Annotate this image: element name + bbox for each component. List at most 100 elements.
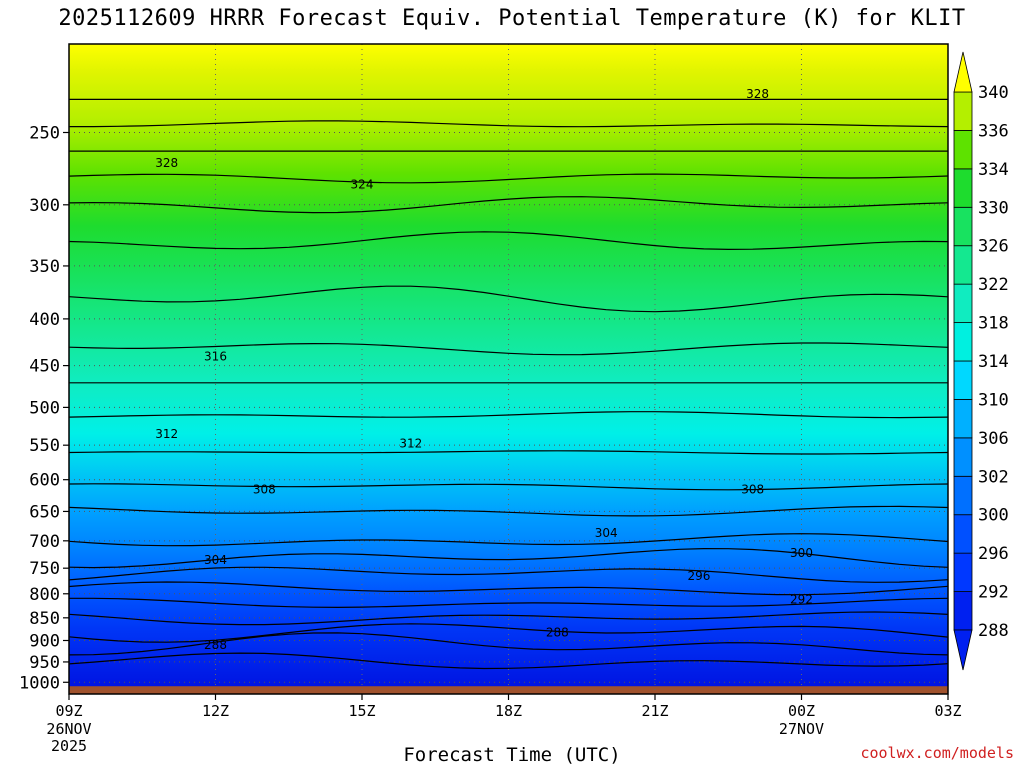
x-tick-label: 18Z (495, 702, 522, 720)
x-tick-sublabel: 2025 (51, 737, 87, 755)
contour-line (68, 581, 949, 596)
colorbar-label: 296 (978, 544, 1009, 564)
colorbar-label: 310 (978, 390, 1009, 410)
y-tick-labels: 2503003504004505005506006507007508008509… (19, 123, 69, 693)
colorbar-top-arrow (953, 51, 973, 93)
contour-label: 316 (204, 350, 227, 364)
y-tick-label: 400 (29, 310, 60, 330)
x-axis-label: Forecast Time (UTC) (403, 744, 621, 766)
contour-line (68, 342, 949, 356)
contour-label: 292 (790, 593, 813, 607)
colorbar-segment (953, 399, 973, 439)
y-tick-label: 600 (29, 471, 60, 491)
y-tick-label: 950 (29, 653, 60, 673)
y-tick-label: 250 (29, 123, 60, 143)
colorbar-label: 336 (978, 121, 1009, 141)
colorbar-label: 306 (978, 429, 1009, 449)
colorbar-label: 340 (978, 83, 1009, 103)
colorbar-segment (953, 130, 973, 170)
contour-label: 304 (595, 526, 618, 540)
chart-title: 2025112609 HRRR Forecast Equiv. Potentia… (58, 6, 966, 31)
colorbar-segment (953, 591, 973, 631)
colorbar-label: 318 (978, 314, 1009, 334)
surface-ground (69, 686, 948, 694)
x-tick-label: 21Z (641, 702, 668, 720)
colorbar-bottom-arrow (953, 629, 973, 671)
x-tick-label: 15Z (348, 702, 375, 720)
contour-label-text: 304 (204, 553, 227, 567)
contour-label: 312 (155, 427, 178, 441)
contour-label: 312 (399, 437, 422, 451)
contour-label-text: 304 (595, 526, 618, 540)
y-tick-label: 500 (29, 398, 60, 418)
contour-line (68, 632, 949, 656)
credit-text: coolwx.com/models (860, 744, 1014, 762)
colorbar-segment (953, 437, 973, 477)
contour-line (68, 285, 949, 313)
y-tick-label: 350 (29, 257, 60, 277)
contour-line (68, 231, 949, 251)
colorbar-segment (953, 91, 973, 131)
contour-line (68, 566, 949, 583)
y-tick-label: 650 (29, 502, 60, 522)
colorbar-segment (953, 360, 973, 400)
contour-label: 288 (546, 625, 569, 639)
contour-line (69, 120, 949, 128)
x-tick-sublabel: 26NOV (46, 720, 91, 738)
y-tick-label: 850 (29, 609, 60, 629)
colorbar-segment (953, 514, 973, 554)
colorbar-label: 288 (978, 621, 1009, 641)
contour-label: 296 (687, 569, 710, 583)
colorbar-label: 302 (978, 467, 1009, 487)
colorbar-label: 292 (978, 583, 1009, 603)
colorbar-segment (953, 206, 973, 247)
contour-line (68, 450, 949, 455)
colorbar-label: 300 (978, 506, 1009, 526)
contour-label-text: 288 (204, 638, 227, 652)
contour-label: 304 (204, 553, 227, 567)
colorbar-segment (953, 283, 973, 323)
contour-layer (68, 98, 949, 670)
colorbar-segment (953, 168, 973, 208)
contour-label-text: 324 (351, 177, 374, 191)
y-tick-label: 550 (29, 436, 60, 456)
contour-label-layer: 328 328 324 316 312 312 308 308 304 304 300 296 292 2… (155, 87, 813, 652)
contour-label-text: 312 (155, 427, 178, 441)
y-tick-label: 800 (29, 585, 60, 605)
contour-label: 324 (351, 177, 374, 191)
y-tick-label: 300 (29, 196, 60, 216)
contour-line (68, 623, 949, 643)
contour-line (68, 196, 949, 214)
contour-label: 308 (253, 482, 276, 496)
contour-label-text: 308 (741, 482, 764, 496)
y-tick-label: 700 (29, 532, 60, 552)
x-tick-label: 03Z (934, 702, 961, 720)
x-tick-label: 00Z (788, 702, 815, 720)
contour-label-text: 316 (204, 350, 227, 364)
contour-line (68, 411, 949, 419)
colorbar-label: 314 (978, 352, 1009, 372)
contour-line (68, 483, 949, 491)
contour-label-text: 328 (155, 156, 178, 170)
contour-line (68, 652, 949, 670)
contour-label-text: 328 (746, 87, 769, 101)
colorbar-segment (953, 245, 973, 285)
colorbar: 288 292 296 300 302 306 310 314 318 322 326 330 334 3… (953, 51, 1009, 671)
colorbar-label: 326 (978, 237, 1009, 257)
contour-line (68, 611, 949, 626)
colorbar-segment (953, 552, 973, 592)
contour-line (68, 173, 949, 184)
contour-label-text: 308 (253, 482, 276, 496)
y-tick-label: 1000 (19, 673, 60, 693)
contour-label: 328 (746, 87, 769, 101)
contour-label: 328 (155, 156, 178, 170)
colorbar-label: 330 (978, 198, 1009, 218)
colorbar-label: 322 (978, 275, 1009, 295)
contour-label-text: 312 (399, 437, 422, 451)
contour-label: 300 (790, 546, 813, 560)
contour-label: 288 (204, 638, 227, 652)
colorbar-label: 334 (978, 160, 1009, 180)
x-tick-label: 12Z (202, 702, 229, 720)
